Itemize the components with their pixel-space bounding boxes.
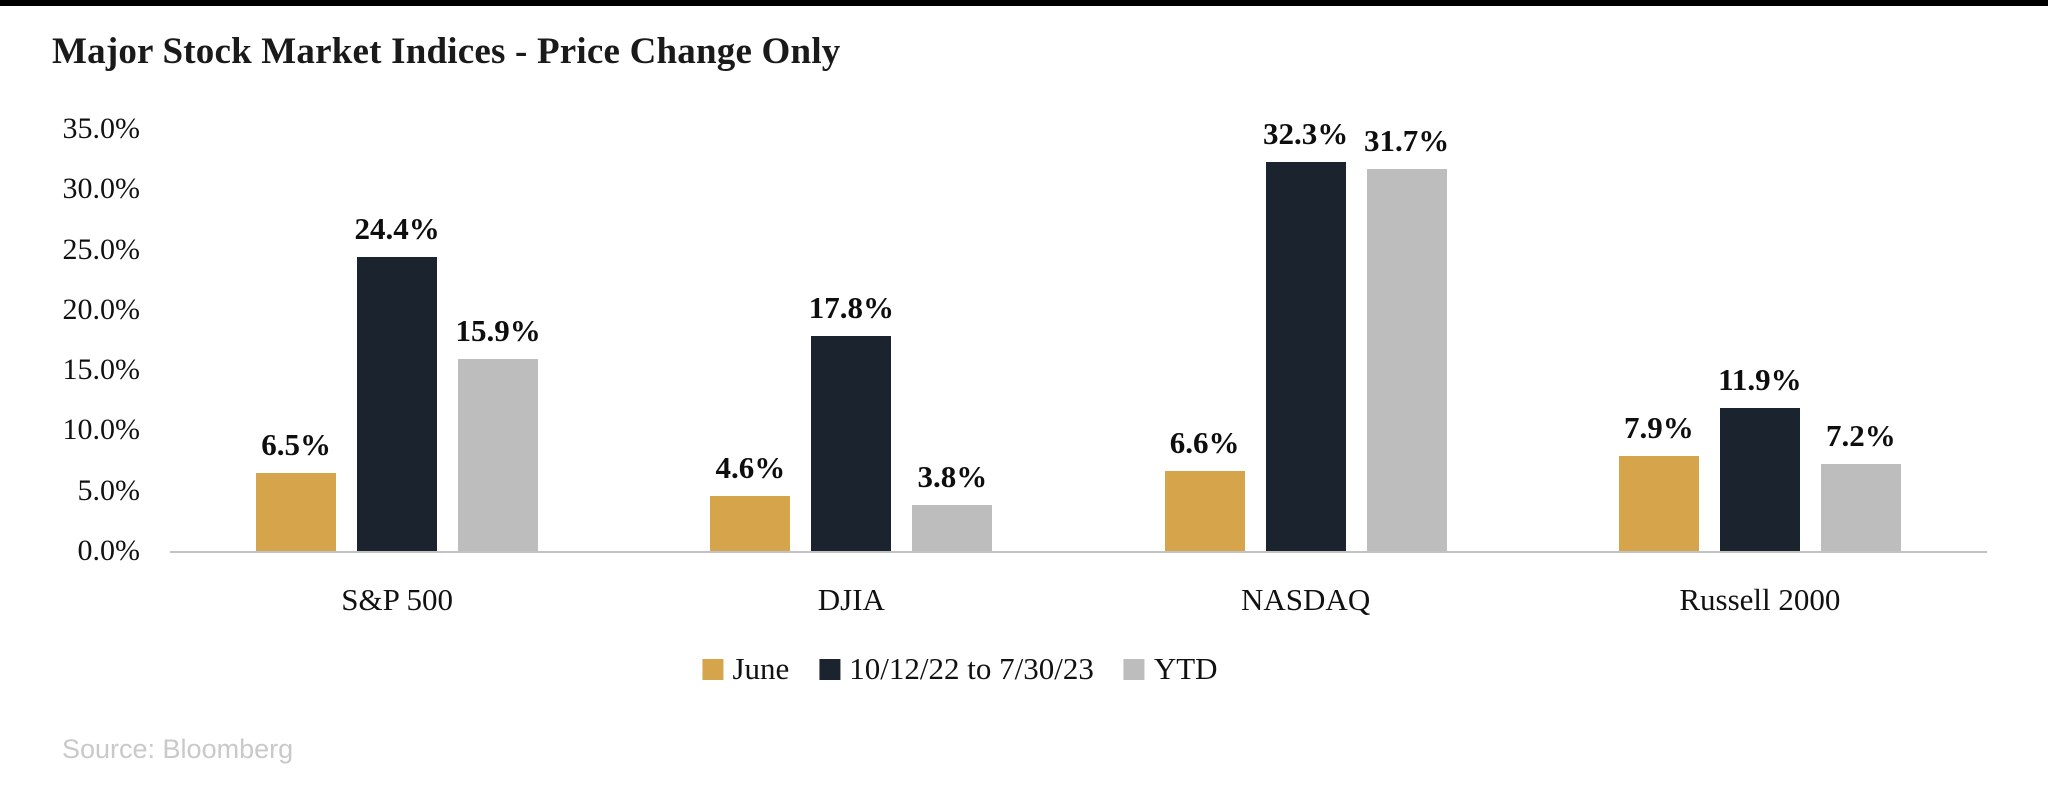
legend-item-june: June — [702, 651, 789, 687]
bar-10-12-22-to-7-30-23-russell-2000 — [1719, 408, 1800, 551]
category-label-russell-2000: Russell 2000 — [1679, 582, 1841, 617]
bar-june-s-p-500 — [256, 473, 337, 551]
bar-value-label: 7.9% — [1624, 410, 1694, 445]
y-axis-tick-label: 0.0% — [77, 534, 141, 567]
bar-value-label: 7.2% — [1826, 418, 1896, 453]
bar-value-label: 32.3% — [1263, 116, 1349, 151]
legend-swatch-icon — [819, 658, 841, 680]
bar-value-label: 6.5% — [261, 427, 331, 462]
bar-value-label: 15.9% — [455, 313, 541, 348]
legend-item-10-12-22-to-7-30-23: 10/12/22 to 7/30/23 — [819, 651, 1094, 687]
source-note: Source: Bloomberg — [62, 734, 294, 764]
bar-value-label: 17.8% — [808, 290, 894, 325]
bar-10-12-22-to-7-30-23-nasdaq — [1265, 162, 1346, 551]
bar-value-label: 31.7% — [1364, 123, 1450, 158]
bar-june-russell-2000 — [1618, 456, 1699, 551]
bar-ytd-russell-2000 — [1820, 464, 1901, 551]
legend-swatch-icon — [702, 658, 724, 680]
chart-title: Major Stock Market Indices - Price Chang… — [52, 31, 841, 72]
bar-value-label: 6.6% — [1169, 425, 1240, 460]
x-axis-line — [170, 551, 1987, 553]
bar-june-djia — [710, 496, 791, 551]
bar-value-label: 11.9% — [1718, 362, 1802, 397]
bar-value-label: 3.8% — [917, 459, 988, 494]
bar-june-nasdaq — [1164, 471, 1245, 551]
top-rule — [0, 0, 2048, 6]
bar-10-12-22-to-7-30-23-djia — [811, 336, 892, 551]
legend-item-ytd: YTD — [1123, 651, 1218, 687]
bar-ytd-nasdaq — [1366, 169, 1447, 551]
y-axis-tick-label: 20.0% — [62, 292, 141, 326]
legend-label: YTD — [1153, 651, 1218, 686]
category-label-s-p-500: S&P 500 — [341, 582, 453, 617]
y-axis-tick-label: 15.0% — [62, 353, 141, 387]
y-axis-tick-label: 5.0% — [77, 473, 141, 507]
bar-ytd-s-p-500 — [458, 359, 539, 551]
y-axis-tick-label: 25.0% — [62, 232, 141, 266]
legend-label: 10/12/22 to 7/30/23 — [849, 651, 1094, 686]
bar-10-12-22-to-7-30-23-s-p-500 — [357, 257, 438, 551]
category-label-djia: DJIA — [817, 582, 885, 617]
y-axis-tick-label: 10.0% — [62, 413, 141, 447]
legend: June 10/12/22 to 7/30/23 YTD — [702, 651, 1218, 687]
legend-label: June — [732, 651, 790, 686]
bar-ytd-djia — [912, 505, 993, 551]
y-axis-tick-label: 35.0% — [62, 112, 141, 145]
category-label-nasdaq: NASDAQ — [1241, 582, 1371, 617]
legend-swatch-icon — [1123, 658, 1145, 680]
bar-value-label: 24.4% — [354, 211, 440, 246]
y-axis-tick-label: 30.0% — [62, 172, 141, 206]
bar-value-label: 4.6% — [715, 450, 786, 485]
